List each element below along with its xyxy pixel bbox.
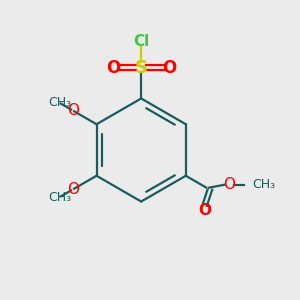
Text: CH₃: CH₃ — [252, 178, 275, 191]
Text: O: O — [162, 58, 176, 76]
Text: O: O — [106, 58, 120, 76]
Text: CH₃: CH₃ — [48, 96, 71, 109]
Text: CH₃: CH₃ — [48, 191, 71, 204]
Text: S: S — [135, 58, 148, 76]
Text: O: O — [67, 182, 79, 197]
Text: O: O — [223, 177, 235, 192]
Text: Cl: Cl — [133, 34, 149, 49]
Text: O: O — [67, 103, 79, 118]
Text: O: O — [198, 203, 211, 218]
